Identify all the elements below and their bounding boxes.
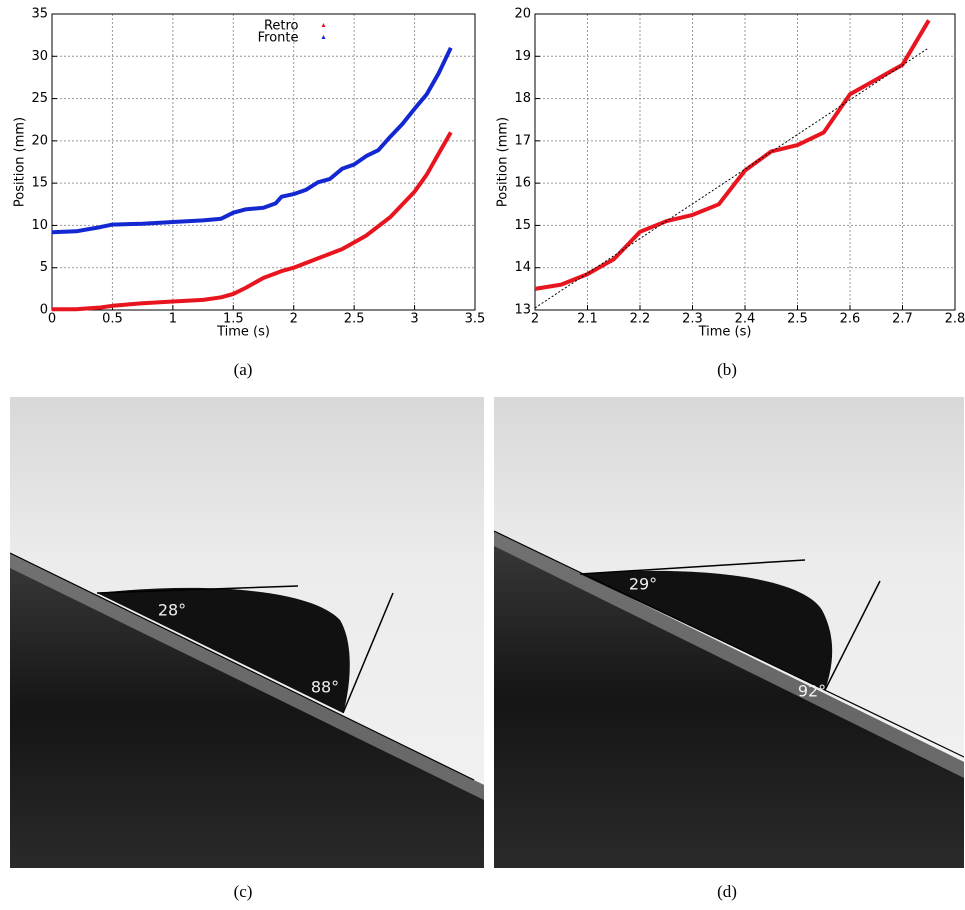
- plot-frame: [534, 13, 956, 311]
- x-tick-label: 2.8: [945, 312, 965, 327]
- x-tick-label: 2.7: [892, 312, 913, 327]
- y-tick-label: 5: [40, 260, 48, 275]
- x-tick-label: 0: [48, 312, 56, 327]
- x-tick-label: 2.3: [682, 312, 703, 327]
- y-tick-label: 35: [31, 7, 48, 22]
- angle-label: 29°: [629, 575, 657, 594]
- y-tick-label: 18: [514, 91, 531, 106]
- photo-c: 28° 88°: [10, 397, 484, 868]
- y-tick-label: 20: [514, 7, 531, 22]
- y-tick-label: 19: [514, 49, 531, 64]
- x-tick-label: 2.5: [787, 312, 808, 327]
- legend-marker: [321, 35, 326, 39]
- data-line: [534, 47, 930, 309]
- x-axis-label: Time (s): [698, 325, 752, 340]
- photo-d: 29° 92°: [494, 397, 964, 868]
- y-tick-label: 10: [31, 218, 48, 233]
- y-tick-label: 16: [514, 176, 531, 191]
- angle-label: 88°: [311, 678, 339, 697]
- x-tick-label: 2.5: [344, 312, 365, 327]
- x-tick-label: 0.5: [102, 312, 123, 327]
- x-tick-label: 2: [290, 312, 298, 327]
- y-tick-label: 17: [514, 133, 531, 148]
- legend-label: Fronte: [258, 31, 299, 46]
- data-line: [534, 19, 931, 291]
- x-tick-label: 2.1: [577, 312, 598, 327]
- x-tick-label: 1: [169, 312, 177, 327]
- legend-marker: [321, 23, 326, 27]
- x-tick-label: 2.6: [840, 312, 861, 327]
- y-tick-label: 0: [40, 303, 48, 318]
- y-tick-label: 15: [514, 218, 531, 233]
- caption: (b): [717, 360, 737, 379]
- data-line: [51, 46, 453, 235]
- y-tick-label: 15: [31, 176, 48, 191]
- angle-label: 28°: [158, 601, 186, 620]
- caption: (c): [234, 882, 253, 901]
- y-tick-label: 30: [31, 49, 48, 64]
- legend-label: Retro: [264, 19, 299, 34]
- y-axis-label: Position (mm): [13, 117, 28, 207]
- x-tick-label: 3.5: [465, 312, 486, 327]
- angle-label: 92°: [798, 682, 826, 701]
- y-tick-label: 14: [514, 260, 531, 275]
- y-tick-label: 25: [31, 91, 48, 106]
- caption: (a): [234, 360, 253, 379]
- x-tick-label: 2: [531, 312, 539, 327]
- plot-frame: [51, 13, 476, 311]
- y-axis-label: Position (mm): [496, 117, 511, 207]
- data-line: [52, 131, 453, 312]
- caption: (d): [717, 882, 737, 901]
- x-tick-label: 2.2: [630, 312, 651, 327]
- y-tick-label: 20: [31, 133, 48, 148]
- x-axis-label: Time (s): [216, 325, 270, 340]
- y-tick-label: 13: [514, 303, 531, 318]
- x-tick-label: 3: [410, 312, 418, 327]
- x-tick-label: 1.5: [223, 312, 244, 327]
- x-tick-label: 2.4: [735, 312, 756, 327]
